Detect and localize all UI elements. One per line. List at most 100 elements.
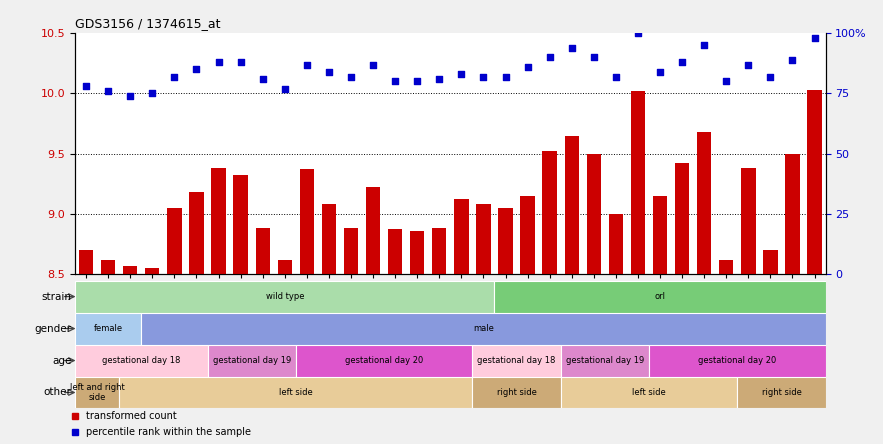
Bar xyxy=(296,345,472,377)
Point xyxy=(102,87,116,95)
Bar xyxy=(101,259,116,274)
Text: gestational day 20: gestational day 20 xyxy=(698,356,776,365)
Bar xyxy=(277,259,292,274)
Bar xyxy=(472,345,561,377)
Point xyxy=(521,63,535,71)
Point xyxy=(565,44,579,52)
Bar xyxy=(472,377,561,408)
Point xyxy=(322,68,336,75)
Text: other: other xyxy=(43,388,72,397)
Text: right side: right side xyxy=(761,388,802,397)
Text: age: age xyxy=(52,356,72,365)
Bar xyxy=(123,266,138,274)
Text: orl: orl xyxy=(654,292,666,301)
Point xyxy=(675,59,690,66)
Point xyxy=(168,73,182,80)
Bar xyxy=(75,281,494,313)
Bar xyxy=(561,345,649,377)
Point xyxy=(366,61,381,68)
Point xyxy=(477,73,491,80)
Text: gestational day 18: gestational day 18 xyxy=(478,356,555,365)
Bar xyxy=(494,281,826,313)
Text: percentile rank within the sample: percentile rank within the sample xyxy=(87,427,252,437)
Point xyxy=(79,83,94,90)
Point xyxy=(542,54,557,61)
Point xyxy=(278,85,292,92)
Point xyxy=(300,61,314,68)
Bar xyxy=(608,214,623,274)
Text: female: female xyxy=(94,324,123,333)
Point xyxy=(146,90,160,97)
Bar xyxy=(520,196,535,274)
Bar xyxy=(653,196,668,274)
Point xyxy=(786,56,800,63)
Text: right side: right side xyxy=(496,388,537,397)
Bar xyxy=(454,199,469,274)
Bar xyxy=(75,377,119,408)
Bar xyxy=(741,168,756,274)
Point xyxy=(212,59,226,66)
Point xyxy=(653,68,668,75)
Bar xyxy=(697,132,712,274)
Text: strain: strain xyxy=(42,292,72,301)
Bar xyxy=(75,313,141,345)
Point xyxy=(389,78,403,85)
Point xyxy=(411,78,425,85)
Text: left side: left side xyxy=(632,388,666,397)
Bar xyxy=(189,192,204,274)
Point xyxy=(256,75,270,83)
Text: gestational day 19: gestational day 19 xyxy=(213,356,291,365)
Bar xyxy=(255,228,270,274)
Text: wild type: wild type xyxy=(266,292,304,301)
Bar xyxy=(630,91,645,274)
Point xyxy=(234,59,248,66)
Point xyxy=(763,73,778,80)
Bar xyxy=(675,163,690,274)
Text: gestational day 20: gestational day 20 xyxy=(345,356,423,365)
Bar xyxy=(366,187,381,274)
Bar xyxy=(119,377,472,408)
Bar xyxy=(432,228,447,274)
Bar xyxy=(542,151,557,274)
Bar xyxy=(586,154,601,274)
Bar xyxy=(343,228,358,274)
Bar xyxy=(233,175,248,274)
Point xyxy=(719,78,733,85)
Point xyxy=(190,66,204,73)
Text: left and right
side: left and right side xyxy=(70,383,125,402)
Bar xyxy=(785,154,800,274)
Bar xyxy=(167,208,182,274)
Bar xyxy=(763,250,778,274)
Point xyxy=(124,92,138,99)
Bar xyxy=(208,345,296,377)
Bar xyxy=(75,345,208,377)
Text: gestational day 19: gestational day 19 xyxy=(566,356,644,365)
Text: male: male xyxy=(473,324,494,333)
Bar xyxy=(145,268,160,274)
Point xyxy=(630,30,645,37)
Bar xyxy=(498,208,513,274)
Bar xyxy=(299,169,314,274)
Bar xyxy=(79,250,94,274)
Bar xyxy=(807,90,822,274)
Bar xyxy=(410,230,425,274)
Point xyxy=(455,71,469,78)
Bar xyxy=(649,345,826,377)
Text: left side: left side xyxy=(279,388,313,397)
Bar xyxy=(388,230,403,274)
Bar xyxy=(564,135,579,274)
Point xyxy=(344,73,358,80)
Bar xyxy=(737,377,826,408)
Bar xyxy=(476,204,491,274)
Point xyxy=(586,54,600,61)
Bar xyxy=(321,204,336,274)
Text: transformed count: transformed count xyxy=(87,411,177,421)
Point xyxy=(698,42,712,49)
Bar xyxy=(211,168,226,274)
Text: GDS3156 / 1374615_at: GDS3156 / 1374615_at xyxy=(75,17,221,30)
Point xyxy=(499,73,513,80)
Point xyxy=(609,73,623,80)
Text: gender: gender xyxy=(34,324,72,333)
Bar xyxy=(719,259,734,274)
Bar xyxy=(561,377,737,408)
